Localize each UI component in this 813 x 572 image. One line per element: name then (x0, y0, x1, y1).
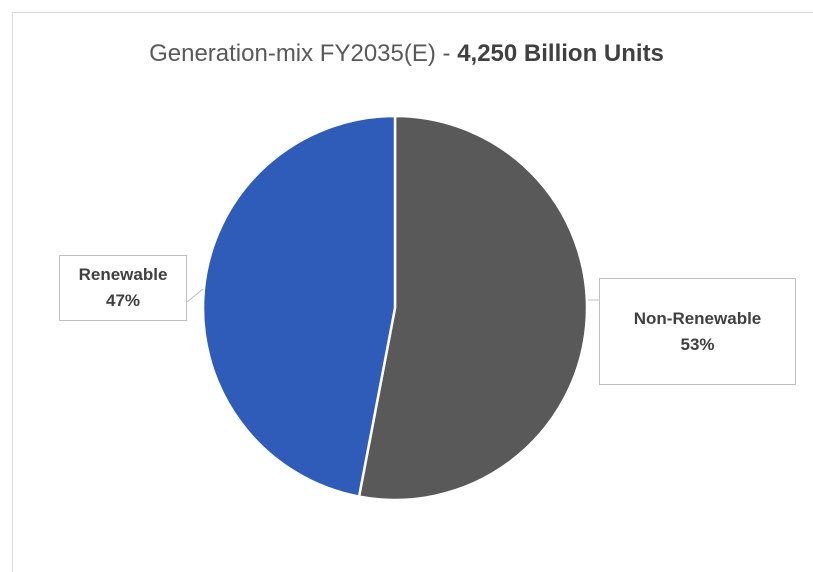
pie-slice-non-renewable (357, 114, 589, 502)
data-label-renewable: Renewable 47% (59, 255, 187, 321)
chart-title: Generation-mix FY2035(E) - 4,250 Billion… (0, 40, 813, 68)
chart-title-text: Generation-mix FY2035(E) - (149, 40, 458, 67)
chart-title-total: 4,250 Billion Units (457, 40, 664, 67)
pie-slice-renewable (201, 114, 397, 498)
data-label-renewable-value: 47% (105, 291, 141, 310)
data-label-non-renewable: Non-Renewable 53% (599, 278, 796, 385)
data-label-non-renewable-value: 53% (680, 334, 715, 354)
data-label-non-renewable-name: Non-Renewable (633, 308, 762, 328)
data-label-renewable-name: Renewable (78, 265, 168, 284)
chart-area (12, 12, 813, 572)
leader-line-renewable (186, 288, 204, 303)
